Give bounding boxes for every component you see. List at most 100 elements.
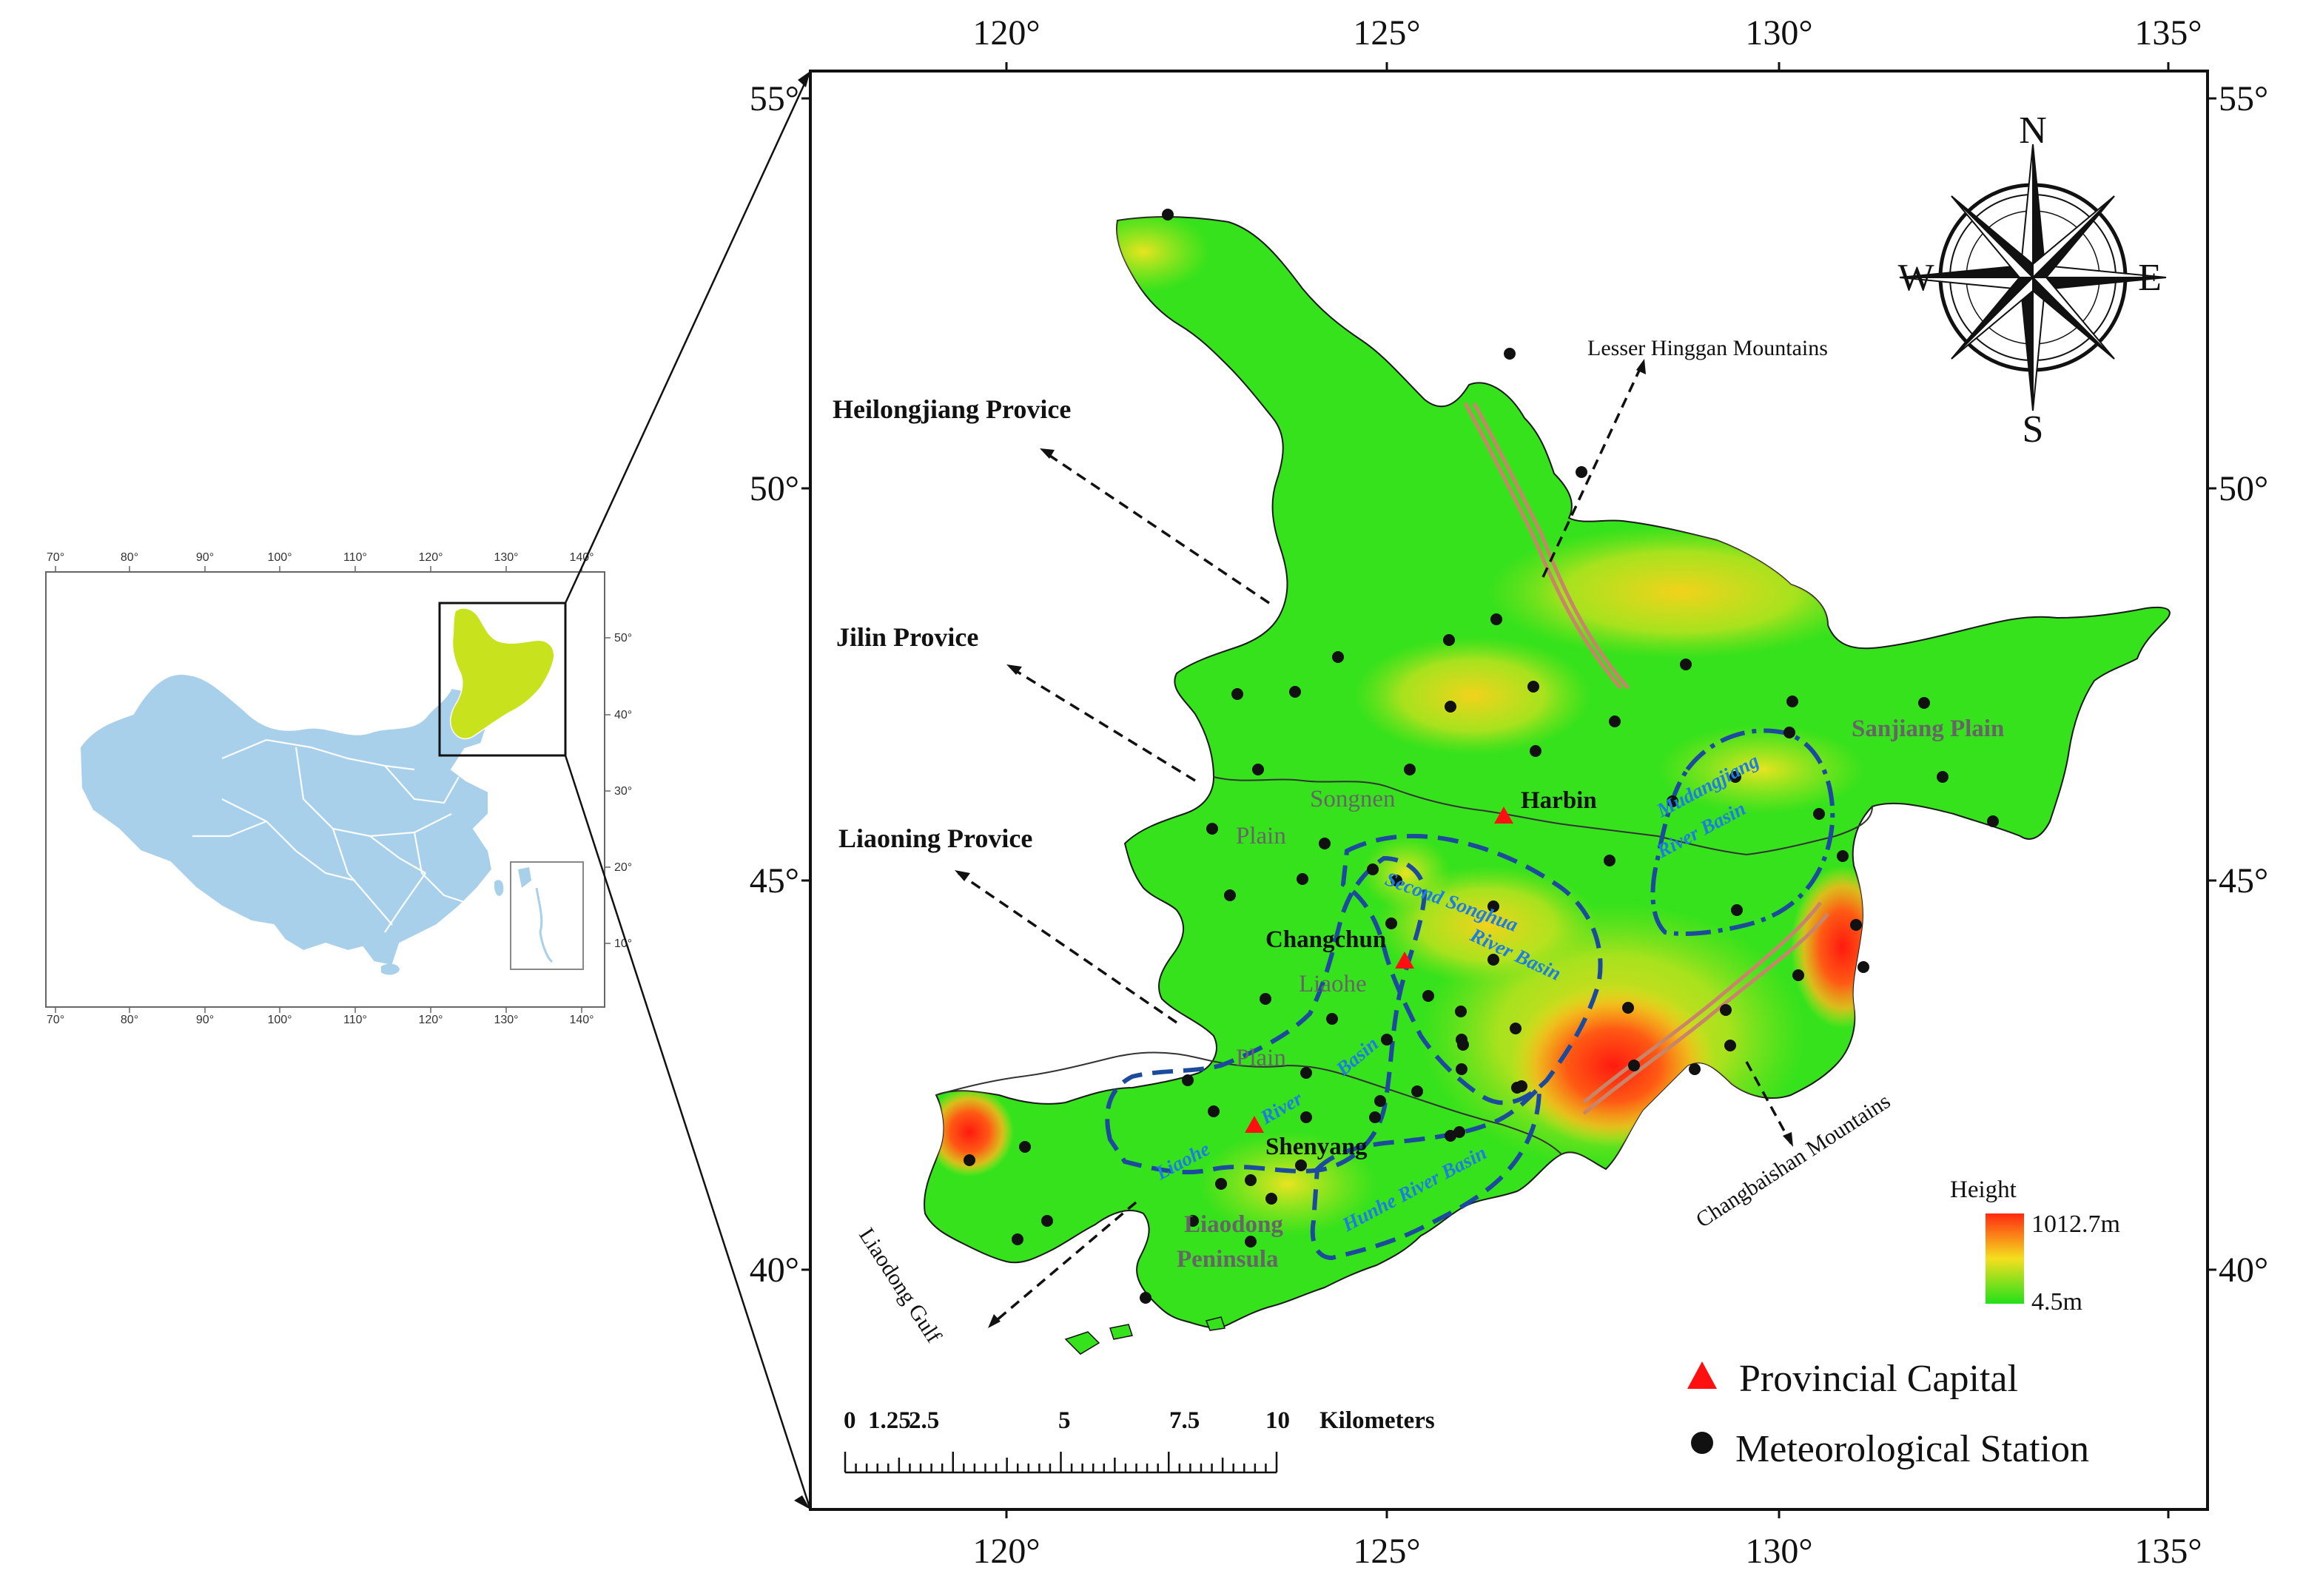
legend-capital-label: Provincial Capital	[1739, 1358, 2018, 1400]
region-label-liaohe: Liaohe	[1299, 971, 1367, 997]
provincial-capitals	[1245, 807, 1513, 1133]
inset-bottom-ticks: 70° 80° 90° 100° 110° 120° 130° 140°	[47, 1007, 594, 1026]
scale-label: 2.5	[909, 1407, 939, 1434]
capital-marker-shenyang	[1245, 1116, 1264, 1133]
region-label-liaodong-peninsula: Peninsula	[1177, 1246, 1279, 1273]
main-right-tick-label: 40°	[2219, 1250, 2268, 1290]
inset-right-tick-label: 10°	[614, 937, 632, 950]
mountain-ridges	[1463, 402, 1829, 1115]
inset-bottom-tick-label: 110°	[343, 1014, 367, 1026]
main-right-tick-label: 50°	[2219, 469, 2268, 508]
station-marker	[1140, 1292, 1152, 1304]
inset-right-ticks: 50° 40° 30° 20° 10°	[605, 632, 632, 950]
main-top-tick-label: 130°	[1745, 13, 1812, 53]
scale-bar: 0 1.252.5 5 7.5 10 Kilometers	[844, 1407, 1435, 1474]
station-marker	[1813, 808, 1825, 820]
station-marker	[1504, 348, 1516, 360]
station-marker	[1443, 634, 1455, 646]
station-marker	[1182, 1074, 1194, 1086]
station-marker	[1265, 1193, 1277, 1205]
inset-top-tick-label: 90°	[196, 551, 214, 564]
station-marker	[1487, 954, 1499, 966]
zoom-line-bottom	[564, 755, 812, 1510]
inset-top-tick-label: 130°	[494, 551, 518, 564]
station-marker	[1628, 1060, 1640, 1071]
legend-station-symbol	[1691, 1432, 1713, 1454]
station-marker	[1724, 1040, 1736, 1051]
station-marker	[1622, 1002, 1634, 1014]
station-marker	[1457, 1039, 1469, 1051]
station-marker	[1729, 771, 1741, 783]
station-marker	[1300, 1067, 1312, 1079]
station-marker	[1850, 919, 1862, 931]
inset-top-tick-label: 140°	[569, 551, 594, 564]
station-marker	[1680, 659, 1692, 670]
station-marker	[1252, 764, 1264, 775]
scale-label: 0	[844, 1407, 856, 1434]
station-marker	[1987, 815, 1999, 827]
inset-top-tick-label: 110°	[343, 551, 367, 564]
station-marker	[1319, 838, 1331, 849]
main-bottom-tick-label: 125°	[1353, 1532, 1420, 1571]
height-legend-max: 1012.7m	[2031, 1211, 2120, 1238]
inset-bottom-tick-label: 80°	[121, 1014, 138, 1026]
province-label-heilongjiang: Heilongjiang Provice	[833, 394, 1071, 424]
station-marker	[1162, 209, 1174, 220]
main-left-tick-label: 50°	[750, 469, 799, 508]
station-marker	[1516, 1080, 1527, 1092]
station-marker	[1041, 1215, 1053, 1227]
china-shape	[78, 673, 494, 967]
inset-right-tick-label: 30°	[614, 785, 632, 798]
station-marker	[1374, 1095, 1386, 1107]
inset-top-tick-label: 120°	[418, 551, 443, 564]
south-china-sea-inset	[510, 861, 584, 970]
main-right-tick-label: 55°	[2219, 79, 2268, 118]
inset-bottom-tick-label: 130°	[494, 1014, 518, 1026]
legend-capital-symbol	[1687, 1361, 1717, 1389]
main-bottom-ticks: 120° 125° 130° 135°	[972, 1509, 2202, 1571]
province-label-jilin: Jilin Provice	[836, 622, 978, 652]
river-basin-outlines	[1105, 834, 1603, 1261]
taiwan-island	[494, 880, 504, 897]
height-legend: Height 1012.7m 4.5m	[1950, 1176, 2120, 1316]
capital-label-harbin: Harbin	[1521, 787, 1597, 814]
height-color-bar	[1986, 1213, 2024, 1304]
station-marker	[1326, 1013, 1338, 1025]
station-marker	[1332, 651, 1344, 663]
station-marker	[1667, 795, 1678, 807]
station-marker	[1422, 990, 1434, 1002]
station-marker	[1510, 1023, 1522, 1034]
station-marker	[1857, 961, 1869, 973]
main-bottom-tick-label: 120°	[972, 1532, 1040, 1571]
station-marker	[1245, 1174, 1257, 1186]
scale-label: 1.25	[868, 1407, 911, 1434]
main-right-tick-label: 45°	[2219, 861, 2268, 900]
capital-label-changchun: Changchun	[1265, 926, 1386, 953]
hainan-island	[381, 963, 400, 975]
station-marker	[1527, 681, 1539, 693]
main-left-tick-label: 40°	[750, 1250, 799, 1290]
station-marker	[1487, 900, 1499, 912]
label-lesser-hinggan: Lesser Hinggan Mountains	[1587, 336, 1828, 360]
province-borders	[935, 776, 1873, 1155]
station-marker	[1604, 855, 1616, 866]
station-marker	[1391, 875, 1402, 886]
station-marker	[1289, 686, 1301, 698]
station-marker	[1530, 745, 1542, 757]
station-marker	[1385, 917, 1397, 929]
station-marker	[1455, 1006, 1467, 1017]
station-marker	[1297, 873, 1308, 885]
legend-station-label: Meteorological Station	[1735, 1428, 2089, 1470]
region-label-sanjiang: Sanjiang Plain	[1852, 715, 2004, 742]
main-map: 120° 125° 130° 135° 120° 125° 130° 135° 55° 50°…	[750, 13, 2268, 1571]
station-marker	[1937, 771, 1949, 783]
compass-rose: N S E W	[1897, 110, 2167, 451]
inset-bottom-tick-label: 70°	[47, 1014, 64, 1026]
station-marker	[1012, 1233, 1023, 1245]
station-marker	[1187, 1215, 1199, 1227]
station-marker	[1456, 1063, 1467, 1075]
station-marker	[1381, 1034, 1393, 1046]
region-label-liaohe-plain: Plain	[1236, 1045, 1286, 1071]
capital-marker-changchun	[1395, 952, 1414, 969]
